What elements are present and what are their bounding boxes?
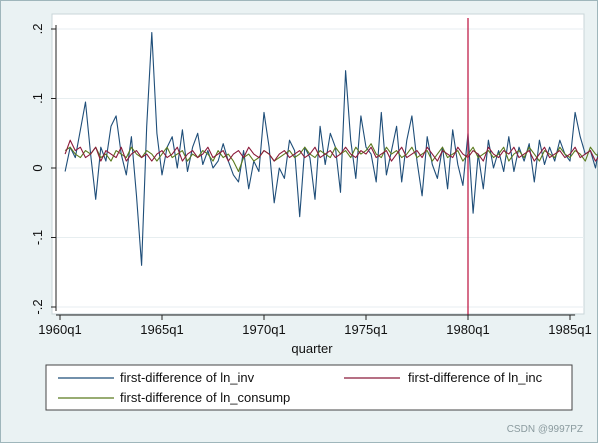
plot-background: [51, 13, 585, 315]
y-tick-label-0: .2: [30, 24, 45, 35]
legend-label-inc: first-difference of ln_inc: [408, 370, 543, 385]
x-tick-label-0: 1960q1: [38, 322, 81, 337]
series-line-2: [64, 143, 598, 173]
x-tick-label-1: 1965q1: [140, 322, 183, 337]
x-tick-label-5: 1985q1: [548, 322, 591, 337]
y-tick-label-1: .1: [30, 93, 45, 104]
x-tick-label-2: 1970q1: [242, 322, 285, 337]
legend-label-consump: first-difference of ln_consump: [120, 390, 290, 405]
x-tick-label-3: 1975q1: [344, 322, 387, 337]
legend-label-inv: first-difference of ln_inv: [120, 370, 255, 385]
gridlines: [52, 28, 584, 308]
series-line-0: [64, 31, 598, 266]
legend-box: [45, 364, 573, 411]
series-line-1: [64, 139, 598, 162]
x-axis-title: quarter: [291, 341, 333, 356]
watermark: CSDN @9997PZ: [507, 424, 583, 435]
series-layer: [64, 18, 598, 315]
axes: .2 .1 0 -.1 -.2 1960q1 1965q1 1970q1 1975q1 1980q…: [30, 24, 592, 337]
x-tick-label-4: 1980q1: [446, 322, 489, 337]
y-tick-label-4: -.2: [30, 299, 45, 314]
legend: first-difference of ln_inv first-differe…: [45, 364, 573, 411]
y-tick-label-3: -.1: [30, 230, 45, 245]
y-tick-label-2: 0: [30, 164, 45, 171]
